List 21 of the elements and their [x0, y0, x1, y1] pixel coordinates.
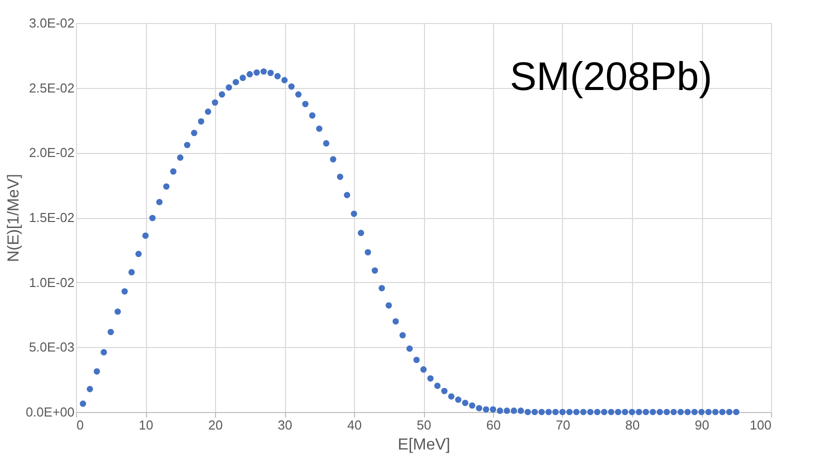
x-tick-label: 0	[76, 418, 84, 432]
x-tick-label: 70	[556, 418, 570, 432]
x-tick-label: 90	[694, 418, 710, 432]
annotation: SM(208Pb)	[510, 55, 712, 99]
y-tick-label: 2.5E-02	[28, 80, 74, 96]
x-tick-label: 40	[347, 418, 362, 432]
y-tick-label: 1.5E-02	[28, 210, 74, 225]
y-tick-label: 5.0E-03	[28, 340, 74, 355]
y-axis-title: N(E)[1/MeV]	[6, 174, 23, 262]
x-tick-label: 20	[208, 418, 223, 432]
y-tick-label: 3.0E-02	[28, 16, 74, 30]
x-tick-label: 10	[138, 418, 154, 432]
y-tick-label: 2.0E-02	[28, 145, 74, 160]
x-tick-label: 100	[750, 418, 772, 432]
y-tick-label: 1.0E-02	[28, 274, 74, 290]
x-tick-label: 80	[625, 418, 640, 432]
x-axis-title: E[MeV]	[398, 436, 450, 454]
x-tick-label: 50	[416, 418, 432, 432]
x-tick-label: 30	[278, 418, 292, 432]
y-tick-label: 0.0E+00	[26, 404, 74, 420]
x-tick-label: 60	[486, 418, 501, 432]
